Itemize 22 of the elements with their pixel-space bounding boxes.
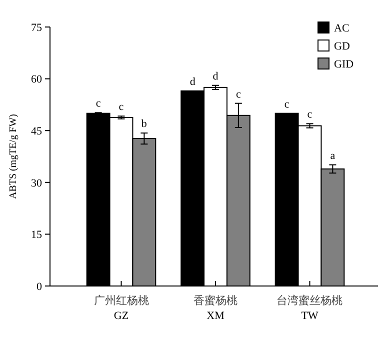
y-tick-label: 75	[31, 22, 42, 34]
annotation: c	[236, 88, 241, 100]
y-tick-label: 60	[31, 74, 42, 86]
annotation: c	[307, 108, 312, 121]
x-tick-label: 广州红杨桃 GZ	[94, 294, 149, 322]
legend-label: GID	[334, 58, 354, 70]
x-tick-label: 台湾蜜丝杨桃 TW	[276, 294, 343, 322]
x-tick-label: 香蜜杨桃 XM	[194, 294, 238, 322]
legend-label: AC	[334, 22, 350, 34]
annotation: b	[141, 118, 148, 130]
y-tick-label: 0	[36, 280, 42, 293]
annotation: d	[212, 70, 219, 82]
y-axis-title: ABTS (mgTE/g FW)	[8, 114, 19, 199]
y-tick-label: 15	[31, 229, 42, 242]
y-tick-label: 45	[31, 125, 42, 138]
annotation: c	[118, 101, 124, 114]
annotation: c	[96, 98, 101, 110]
annotation: a	[330, 150, 336, 162]
annotation: c	[284, 98, 290, 110]
y-tick-label: 30	[31, 177, 42, 190]
annotation: d	[190, 76, 196, 88]
legend-label: GD	[334, 40, 350, 52]
